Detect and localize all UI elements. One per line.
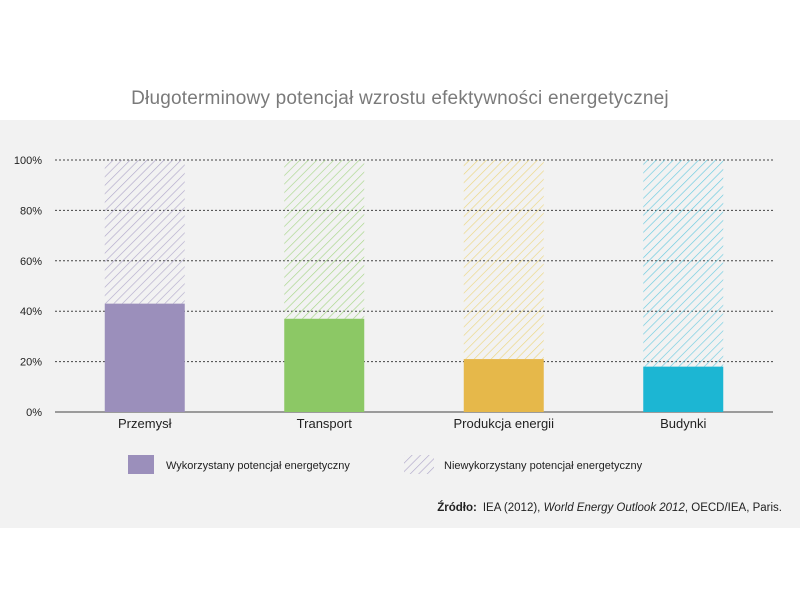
y-tick-label: 40% [20, 306, 42, 318]
y-tick-label: 20% [20, 357, 42, 369]
x-tick-label: Przemysł [118, 416, 172, 431]
legend-swatch-used [128, 455, 154, 474]
chart-title: Długoterminowy potencjał wzrostu efektyw… [131, 88, 669, 109]
x-axis-labels: Przemysł Transport Produkcja energii Budynk… [118, 416, 706, 431]
y-tick-label: 0% [26, 407, 42, 419]
y-tick-label: 80% [20, 205, 42, 217]
y-axis-ticks: 0% 20% 40% 60% 80% 100% [14, 155, 42, 419]
bar-unused-1 [284, 160, 365, 319]
bar-unused-2 [463, 160, 544, 360]
legend-label-used: Wykorzystany potencjał energetyczny [166, 460, 350, 472]
bar-chart: 0% 20% 40% 60% 80% 100% Przemysł Transport Prod… [14, 155, 773, 474]
source-title: World Energy Outlook 2012 [543, 502, 685, 514]
source-text-before: IEA (2012), [482, 502, 541, 514]
x-tick-label: Budynki [660, 416, 706, 431]
source-note: Źródło: IEA (2012), World Energy Outlook … [437, 502, 782, 514]
source-label: Źródło: [437, 502, 477, 514]
legend-swatch-unused [404, 455, 434, 474]
x-tick-label: Produkcja energii [454, 416, 555, 431]
chart-panel: 0% 20% 40% 60% 80% 100% Przemysł Transport Prod… [0, 120, 800, 528]
bar-unused-3 [643, 160, 724, 367]
legend: Wykorzystany potencjał energetyczny Niewy… [128, 455, 643, 474]
bar-unused-0 [104, 160, 185, 304]
x-tick-label: Transport [297, 416, 353, 431]
legend-label-unused: Niewykorzystany potencjał energetyczny [444, 460, 643, 472]
y-tick-label: 100% [14, 155, 42, 167]
y-tick-label: 60% [20, 256, 42, 268]
bar-used-1 [284, 318, 365, 412]
bar-used-3 [643, 366, 724, 412]
bars [104, 160, 724, 412]
bar-used-2 [463, 359, 544, 412]
source-text-after: , OECD/IEA, Paris. [684, 502, 782, 514]
bar-used-0 [104, 303, 185, 412]
